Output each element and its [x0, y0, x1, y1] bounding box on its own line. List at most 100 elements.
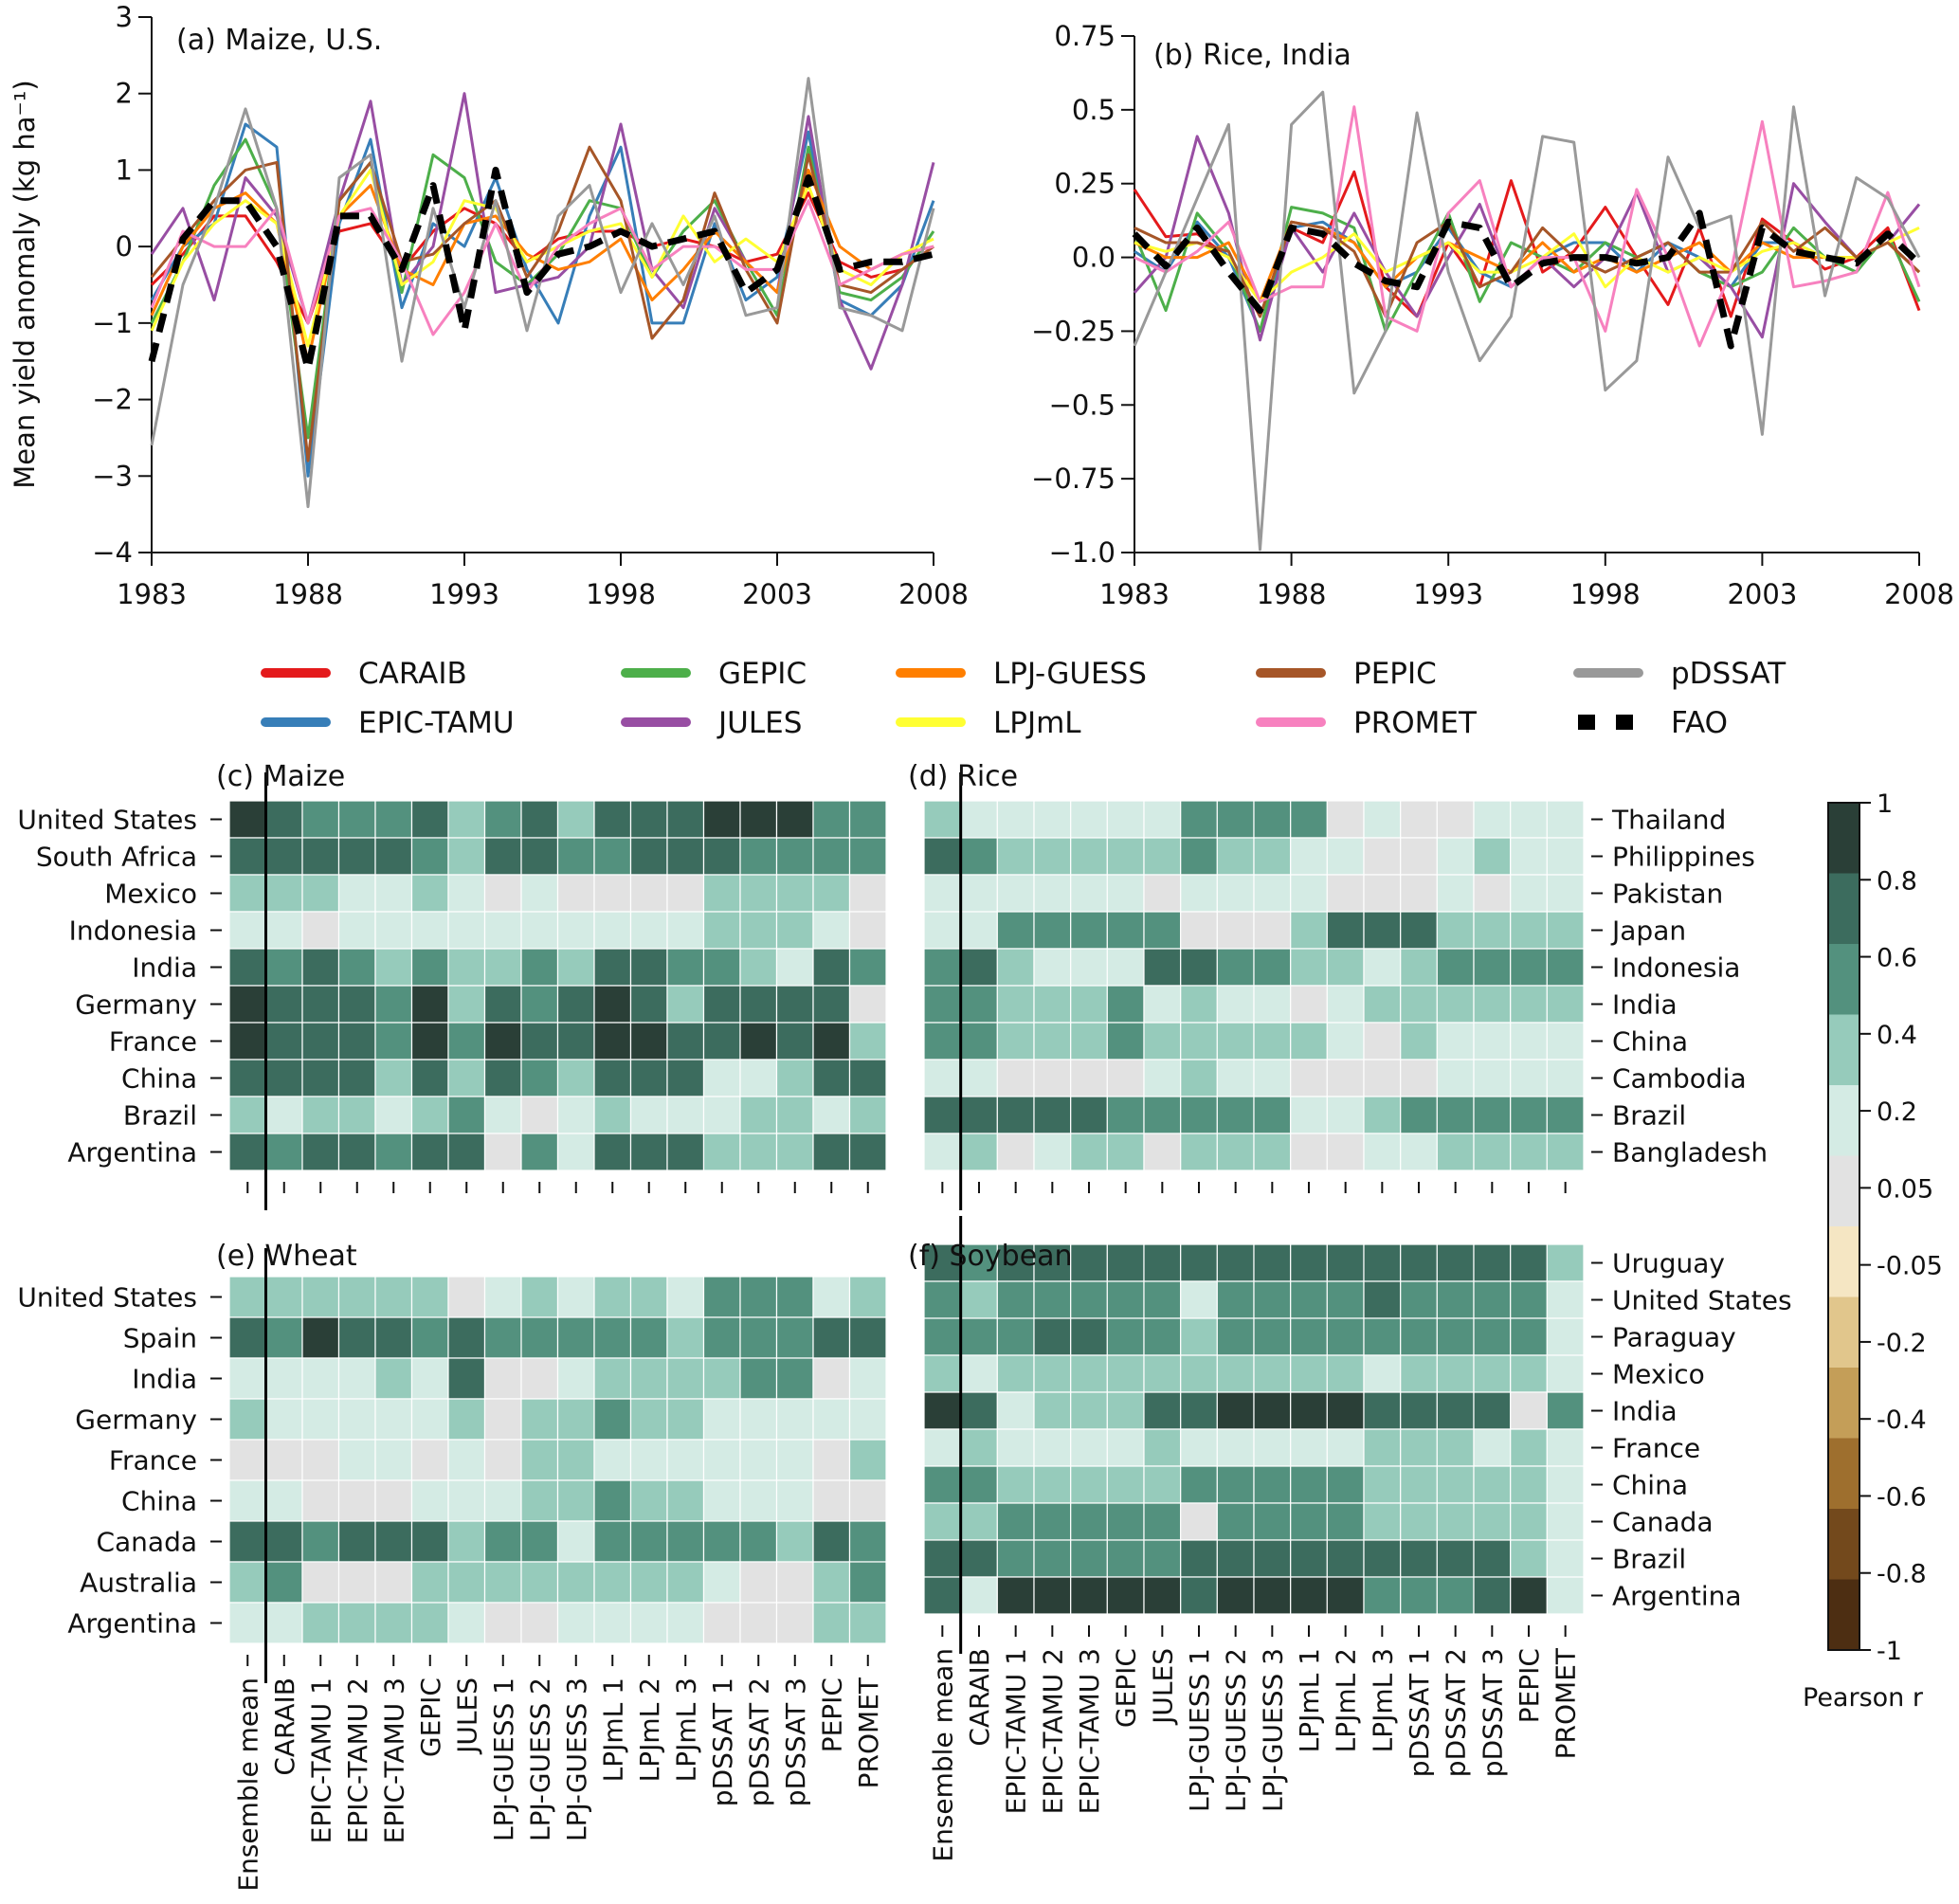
heatmap-cell	[775, 1133, 814, 1171]
heatmap-cell	[1510, 1391, 1548, 1430]
heatmap-cell	[1143, 1317, 1182, 1356]
heatmap-cell	[228, 1276, 267, 1318]
heatmap-cell	[593, 1561, 632, 1604]
heatmap-cell	[337, 1479, 376, 1522]
heatmap-cell	[1253, 1576, 1292, 1615]
heatmap-cell	[960, 1502, 999, 1541]
heatmap-cell	[923, 1133, 962, 1171]
heatmap-cell	[1326, 985, 1365, 1024]
heatmap-cell	[1253, 1133, 1292, 1171]
column-label: JULES	[1147, 1648, 1178, 1726]
heatmap-cell	[1473, 1022, 1512, 1061]
heatmap-cell	[739, 1561, 778, 1604]
row-label: France	[109, 1026, 197, 1058]
heatmap-cell	[1290, 1022, 1328, 1061]
heatmap-cell	[739, 1398, 778, 1441]
heatmap-cell	[739, 1602, 778, 1644]
heatmap-cell	[1363, 1502, 1402, 1541]
heatmap-cell	[923, 1465, 962, 1504]
heatmap-cell	[1473, 1576, 1512, 1615]
heatmap-cell	[1106, 1354, 1145, 1393]
heatmap-cell	[1436, 800, 1475, 839]
heatmap-cell	[593, 985, 632, 1024]
heatmap-cell	[775, 948, 814, 987]
heatmap-cell	[1070, 874, 1108, 913]
heatmap-cell	[1070, 911, 1108, 950]
heatmap-cell	[301, 948, 340, 987]
heatmap-cell	[593, 800, 632, 839]
heatmap-cell	[996, 1059, 1035, 1097]
heatmap-cell	[812, 1059, 851, 1097]
heatmap-cell	[483, 1520, 522, 1563]
heatmap-cell	[556, 985, 595, 1024]
heatmap-cell	[228, 1479, 267, 1522]
y-axis-label: Mean yield anomaly (kg ha⁻¹)	[9, 80, 41, 488]
heatmap-cell	[228, 1602, 267, 1644]
legend-item-gepic: GEPIC	[621, 657, 807, 691]
row-label: Argentina	[67, 1137, 197, 1169]
column-label: GEPIC	[415, 1677, 446, 1757]
heatmap-cell	[1106, 1317, 1145, 1356]
heatmap-cell	[923, 837, 962, 876]
colorbar-tick-label: 0.05	[1877, 1174, 1933, 1204]
column-label: LPJmL 1	[1294, 1648, 1325, 1752]
heatmap-cell	[337, 1439, 376, 1481]
heatmap-cell	[337, 800, 376, 839]
heatmap-cell	[923, 911, 962, 950]
heatmap-cell	[1253, 1465, 1292, 1504]
heatmap-cell	[629, 1022, 668, 1061]
heatmap-cell	[923, 948, 962, 987]
heatmap-cell	[410, 911, 449, 950]
heatmap-cell	[483, 1439, 522, 1481]
heatmap-cell	[483, 1398, 522, 1441]
heatmap-cell	[1070, 1059, 1108, 1097]
heatmap-cell	[520, 1096, 559, 1134]
heatmap-cell	[739, 1316, 778, 1359]
heatmap-cell	[1253, 1539, 1292, 1578]
heatmap-cell	[666, 1059, 705, 1097]
heatmap-cell	[1363, 1133, 1402, 1171]
heatmap-cell	[1510, 1502, 1548, 1541]
heatmap-cell	[996, 1539, 1035, 1578]
heatmap-cell	[301, 1022, 340, 1061]
heatmap-cell	[1326, 1059, 1365, 1097]
heatmap-cell	[666, 1520, 705, 1563]
heatmap-cell	[410, 1357, 449, 1400]
heatmap-cell	[483, 1059, 522, 1097]
heatmap-cell	[1400, 1096, 1438, 1134]
heatmap-cell	[556, 1316, 595, 1359]
heatmap-cell	[556, 1561, 595, 1604]
heatmap-cell	[593, 1316, 632, 1359]
heatmap-cell	[848, 1133, 887, 1171]
heatmap-cell	[702, 874, 741, 913]
legend-item-caraib: CARAIB	[261, 657, 467, 691]
column-label: LPJ-GUESS 2	[1221, 1648, 1252, 1812]
heatmap-cell	[1143, 1059, 1182, 1097]
heatmap-cell	[702, 1479, 741, 1522]
heatmap-cell	[1290, 1280, 1328, 1319]
heatmap-cell	[1510, 1243, 1548, 1282]
heatmap-cell	[228, 948, 267, 987]
heatmap-cell	[301, 837, 340, 876]
heatmap-cell	[520, 1022, 559, 1061]
heatmap-cell	[1106, 911, 1145, 950]
heatmap-cell	[666, 1096, 705, 1134]
heatmap-cell	[301, 1059, 340, 1097]
heatmap-cell	[520, 1276, 559, 1318]
series-line-jules	[150, 92, 935, 371]
heatmap-cell	[629, 1059, 668, 1097]
heatmap-cell	[996, 911, 1035, 950]
heatmap-cell	[1070, 800, 1108, 839]
heatmap-panel-f: Uruguay United States Paraguay Mexico India F…	[908, 1216, 1792, 1862]
heatmap-cell	[629, 1520, 668, 1563]
row-label: Cambodia	[1612, 1063, 1747, 1095]
heatmap-cell	[1436, 1539, 1475, 1578]
heatmap-cell	[337, 1602, 376, 1644]
heatmap-cell	[1253, 1022, 1292, 1061]
row-label: United States	[17, 1282, 197, 1314]
heatmap-cell	[1253, 874, 1292, 913]
heatmap-cell	[228, 1357, 267, 1400]
colorbar-tick-label: 0.8	[1877, 866, 1917, 896]
heatmap-cell	[520, 1357, 559, 1400]
heatmap-cell	[1363, 1576, 1402, 1615]
